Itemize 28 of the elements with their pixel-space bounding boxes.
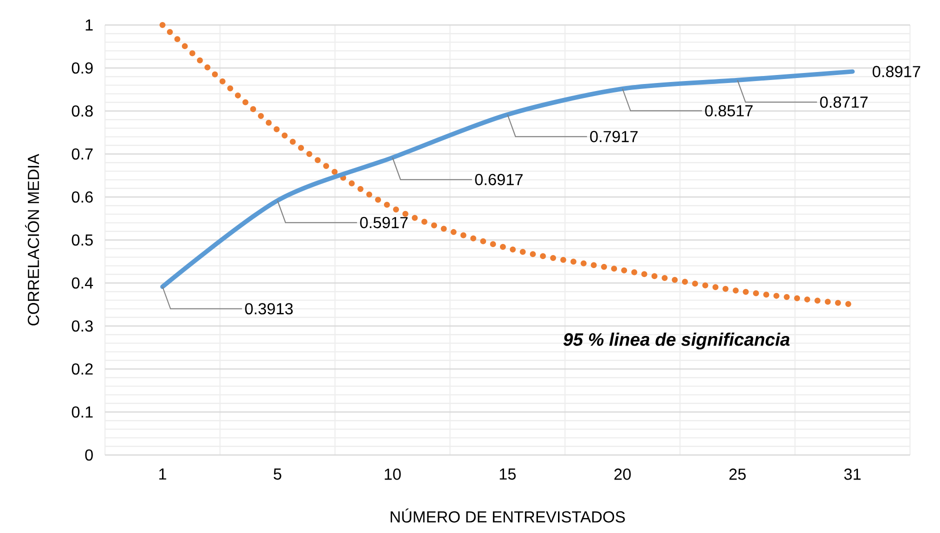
data-label: 0.7917	[590, 130, 638, 142]
x-tick-label: 25	[729, 468, 746, 480]
y-tick-label: 0.7	[72, 148, 93, 160]
y-axis-title: CORRELACIÓN MEDIA	[25, 154, 40, 326]
x-axis-title: NÚMERO DE ENTREVISTADOS	[390, 508, 625, 523]
data-label: 0.8517	[705, 105, 753, 116]
x-tick-label: 31	[844, 468, 861, 480]
data-label: 0.6917	[475, 174, 523, 186]
x-tick-label: 15	[500, 468, 516, 480]
y-tick-label: 0	[85, 449, 93, 461]
data-label: 0.3913	[245, 303, 293, 314]
x-tick-label: 10	[384, 468, 401, 480]
data-label: 0.8717	[820, 96, 868, 108]
x-tick-label: 1	[159, 468, 166, 480]
y-tick-label: 0.9	[72, 62, 93, 74]
y-tick-label: 0.2	[72, 363, 93, 375]
data-label: 0.5917	[360, 216, 408, 228]
y-tick-label: 0.4	[72, 277, 93, 289]
x-tick-label: 5	[274, 468, 282, 480]
y-tick-label: 0.3	[72, 320, 93, 332]
x-tick-label: 20	[614, 468, 631, 480]
y-tick-label: 0.5	[72, 234, 93, 246]
y-tick-label: 0.8	[72, 105, 93, 117]
y-tick-label: 0.1	[72, 406, 93, 418]
y-tick-label: 1	[86, 19, 93, 30]
annotation: 95 % linea de significancia	[563, 332, 790, 350]
data-label: 0.8917	[872, 66, 920, 78]
y-tick-label: 0.6	[72, 191, 93, 203]
